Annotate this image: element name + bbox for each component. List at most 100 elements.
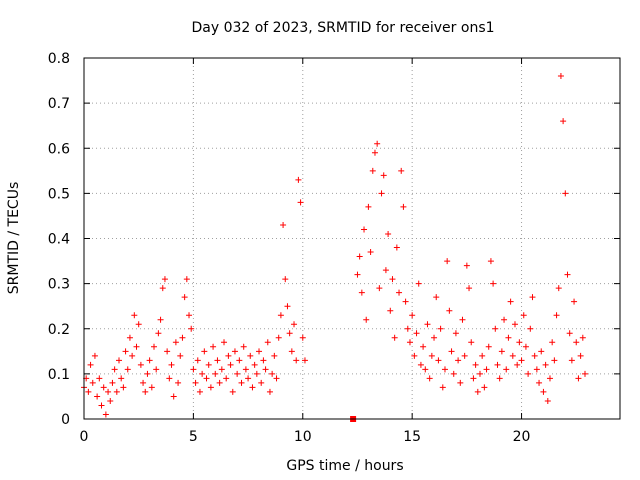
data-point (299, 334, 306, 341)
data-point (256, 348, 263, 355)
data-point (551, 357, 558, 364)
data-point (577, 352, 584, 359)
data-point (529, 294, 536, 301)
data-point (218, 366, 225, 373)
data-point (437, 325, 444, 332)
data-point (466, 285, 473, 292)
data-point (575, 375, 582, 382)
data-point (151, 343, 158, 350)
data-point (511, 321, 518, 328)
x-tick-label: 0 (80, 429, 89, 445)
data-point (264, 339, 271, 346)
data-point (361, 226, 368, 233)
data-point (231, 348, 238, 355)
data-point (520, 312, 527, 319)
data-point (291, 321, 298, 328)
data-point (225, 352, 232, 359)
data-point (295, 176, 302, 183)
data-point (288, 348, 295, 355)
data-point (393, 244, 400, 251)
data-point (179, 334, 186, 341)
y-tick-label: 0.2 (48, 322, 70, 338)
data-point (367, 249, 374, 256)
data-point (452, 330, 459, 337)
data-point (126, 334, 133, 341)
data-point (474, 388, 481, 395)
data-point (262, 366, 269, 373)
data-point (562, 190, 569, 197)
data-point (87, 361, 94, 368)
data-point (168, 361, 175, 368)
data-point (485, 343, 492, 350)
data-point (245, 375, 252, 382)
data-point (118, 375, 125, 382)
data-point (293, 357, 300, 364)
data-point (581, 370, 588, 377)
data-point (203, 375, 210, 382)
data-point (116, 357, 123, 364)
data-point (481, 384, 488, 391)
data-point (210, 343, 217, 350)
data-point (382, 267, 389, 274)
data-point (275, 334, 282, 341)
data-point (155, 330, 162, 337)
data-point (514, 361, 521, 368)
data-point (286, 330, 293, 337)
x-tick-label: 10 (294, 429, 312, 445)
data-point (479, 352, 486, 359)
data-point (133, 343, 140, 350)
data-point (273, 375, 280, 382)
data-point (249, 384, 256, 391)
data-point (282, 276, 289, 283)
data-point (172, 339, 179, 346)
data-point (549, 339, 556, 346)
data-point (439, 384, 446, 391)
data-point (415, 280, 422, 287)
x-tick-label: 20 (513, 429, 531, 445)
data-point (161, 276, 168, 283)
data-point (555, 285, 562, 292)
data-point (378, 190, 385, 197)
data-point (129, 352, 136, 359)
data-point (468, 339, 475, 346)
data-point (190, 366, 197, 373)
data-point (472, 361, 479, 368)
data-point (400, 203, 407, 210)
x-axis-label: GPS time / hours (286, 458, 403, 474)
data-point (277, 312, 284, 319)
data-point (111, 366, 118, 373)
data-point (144, 370, 151, 377)
data-point (433, 294, 440, 301)
data-point (385, 230, 392, 237)
data-point (525, 370, 532, 377)
data-point (212, 370, 219, 377)
data-point (120, 384, 127, 391)
data-point (579, 334, 586, 341)
data-point (201, 348, 208, 355)
data-point (192, 379, 199, 386)
data-point (444, 258, 451, 265)
data-point (175, 379, 182, 386)
data-point (553, 312, 560, 319)
data-point (98, 402, 105, 409)
data-point (409, 312, 416, 319)
data-point (124, 366, 131, 373)
y-axis-label: SRMTID / TECUs (6, 182, 22, 295)
data-point (391, 334, 398, 341)
data-point (96, 375, 103, 382)
data-point (492, 325, 499, 332)
data-point (142, 388, 149, 395)
data-point (113, 388, 120, 395)
data-point (205, 361, 212, 368)
data-point (470, 375, 477, 382)
data-point (406, 339, 413, 346)
data-point (186, 312, 193, 319)
data-point (105, 388, 112, 395)
data-point (540, 388, 547, 395)
data-point (494, 361, 501, 368)
data-point (199, 370, 206, 377)
data-point (170, 393, 177, 400)
data-point (389, 276, 396, 283)
data-point (369, 167, 376, 174)
data-point (240, 343, 247, 350)
